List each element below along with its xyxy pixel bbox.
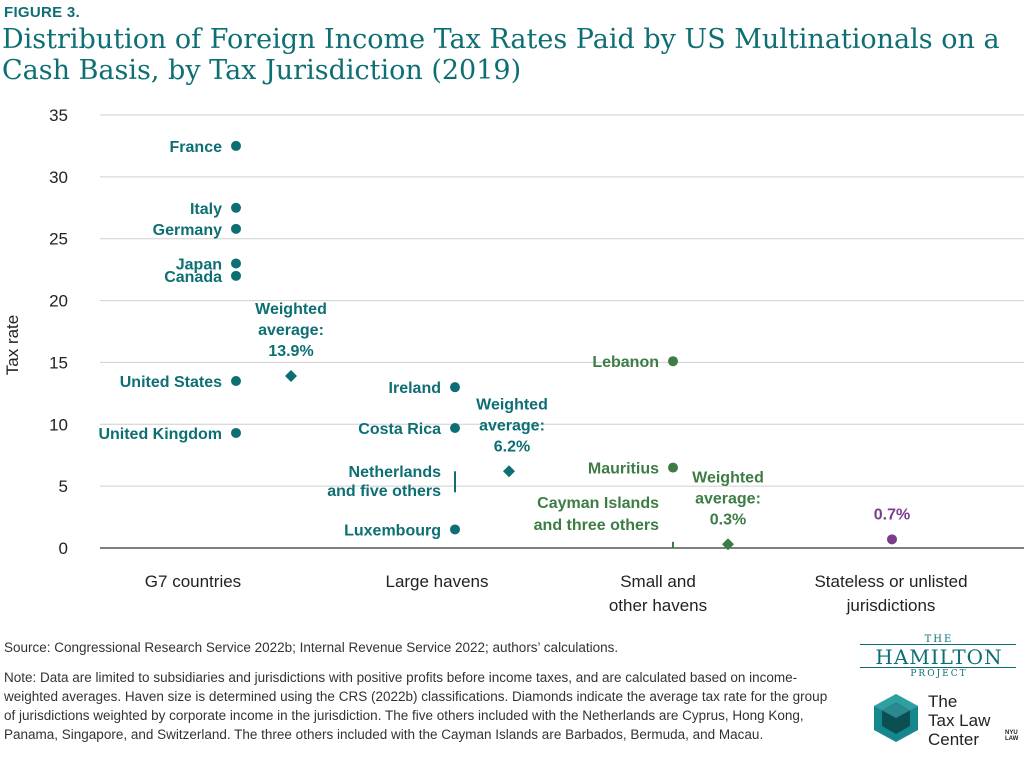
range-label: Netherlands [349, 464, 442, 481]
weighted-average-label: 6.2% [494, 438, 530, 455]
y-tick-label: 15 [49, 353, 68, 372]
point-label: United States [120, 374, 222, 391]
y-tick-label: 30 [49, 168, 68, 187]
point-label: Italy [190, 201, 222, 218]
point-label: Costa Rica [358, 421, 441, 438]
hexagon-logo-icon [874, 694, 918, 742]
data-point [450, 524, 460, 535]
weighted-average-label: 13.9% [268, 343, 313, 360]
figure-label: FIGURE 3. [4, 4, 81, 21]
point-label: Mauritius [588, 461, 659, 478]
range-label: and three others [534, 517, 659, 534]
weighted-average-diamond [285, 370, 297, 383]
y-tick-label: 20 [49, 292, 68, 311]
weighted-average-label: Weighted [255, 301, 327, 318]
data-point [231, 270, 241, 281]
range-label: and five others [327, 483, 441, 500]
tax-law-line3: Center [928, 730, 980, 749]
hamilton-logo-the: THE [924, 634, 954, 645]
weighted-average-label: 0.7% [874, 506, 910, 523]
source-text: Source: Congressional Research Service 2… [4, 640, 619, 655]
nyu-line2: LAW [1005, 736, 1019, 742]
weighted-average-label: Weighted [476, 396, 548, 413]
weighted-average-diamond [503, 465, 515, 478]
data-point [450, 382, 460, 393]
y-tick-label: 10 [49, 415, 68, 434]
data-point [231, 223, 241, 234]
y-axis-label: Tax rate [3, 315, 22, 375]
tax-law-center-logo: The Tax Law Center NYU LAW [868, 690, 1018, 749]
y-tick-label: 35 [49, 106, 68, 125]
x-category-label: other havens [609, 596, 707, 615]
tax-law-line1: The [928, 692, 958, 711]
weighted-average-label: average: [258, 322, 324, 339]
scatter-chart: 0 5 10 15 20 25 30 35 Tax rate G7 countries Large … [3, 106, 1024, 615]
point-label: Ireland [389, 380, 441, 397]
weighted-average-label: Weighted [692, 469, 764, 486]
point-label: Canada [164, 269, 222, 286]
hamilton-project-logo: THE HAMILTON PROJECT [858, 634, 1020, 680]
data-point [668, 462, 678, 473]
nyu-line1: NYU [1005, 730, 1018, 736]
point-label: Lebanon [592, 354, 659, 371]
data-point [231, 375, 241, 386]
stateless-point [887, 534, 897, 545]
y-tick-label: 25 [49, 230, 68, 249]
x-category-label: Large havens [385, 572, 488, 591]
weighted-average-diamond [722, 538, 734, 551]
x-category-label: G7 countries [145, 572, 241, 591]
weighted-average-label: 0.3% [710, 511, 746, 528]
data-point [668, 356, 678, 367]
point-label: Germany [153, 222, 222, 239]
data-point [231, 427, 241, 438]
data-point [231, 258, 241, 269]
tax-law-line2: Tax Law [928, 711, 991, 730]
weighted-average-label: average: [479, 417, 545, 434]
data-point [231, 202, 241, 213]
point-label: Japan [176, 256, 222, 273]
hamilton-logo-rule [860, 644, 1016, 668]
data-point [231, 140, 241, 151]
hamilton-logo-project: PROJECT [910, 669, 968, 679]
hamilton-logo-name: HAMILTON [875, 645, 1003, 669]
y-tick-label: 0 [59, 539, 68, 558]
tax-law-center-wordmark: The Tax Law Center [928, 692, 990, 749]
chart-title: Distribution of Foreign Income Tax Rates… [2, 24, 1000, 86]
data-point [450, 422, 460, 433]
note-text: Note: Data are limited to subsidiaries a… [4, 670, 828, 742]
range-label: Cayman Islands [537, 495, 659, 512]
point-label: Luxembourg [344, 522, 441, 539]
y-tick-label: 5 [59, 477, 68, 496]
x-category-label: jurisdictions [846, 596, 936, 615]
x-category-label: Small and [620, 572, 696, 591]
weighted-average-label: average: [695, 490, 761, 507]
point-label: France [170, 139, 223, 156]
x-category-label: Stateless or unlisted [814, 572, 967, 591]
point-label: United Kingdom [98, 426, 222, 443]
nyu-law-mark: NYU LAW [1005, 730, 1018, 742]
